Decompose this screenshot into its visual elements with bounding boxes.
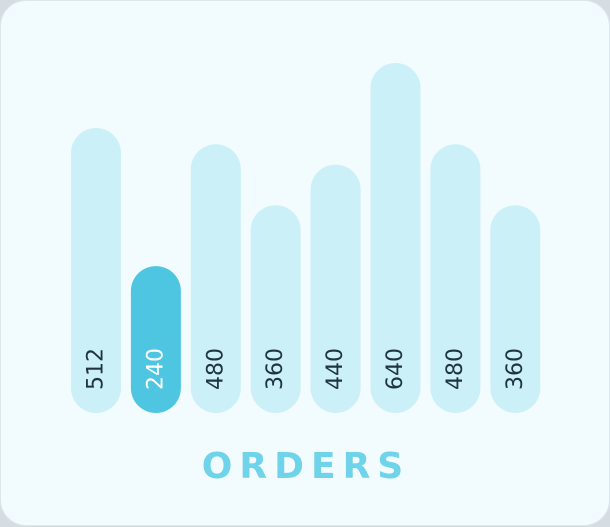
bar-value-label: 360	[503, 348, 528, 390]
bar	[250, 205, 301, 413]
bar	[310, 164, 361, 413]
bar	[370, 63, 421, 413]
bar-highlighted	[130, 266, 181, 413]
bar	[490, 205, 541, 413]
bar-value-label: 480	[203, 348, 228, 390]
bar	[71, 128, 121, 413]
bar	[430, 144, 481, 414]
bar-value-label: 512	[84, 348, 109, 390]
bar-value-label: 640	[383, 348, 408, 390]
chart-title: ORDERS	[201, 446, 411, 487]
bar-value-label: 240	[143, 348, 168, 390]
bar-value-label: 480	[443, 348, 468, 390]
bar-value-label: 440	[323, 348, 348, 390]
bar-value-label: 360	[263, 348, 288, 390]
bar	[190, 144, 241, 414]
